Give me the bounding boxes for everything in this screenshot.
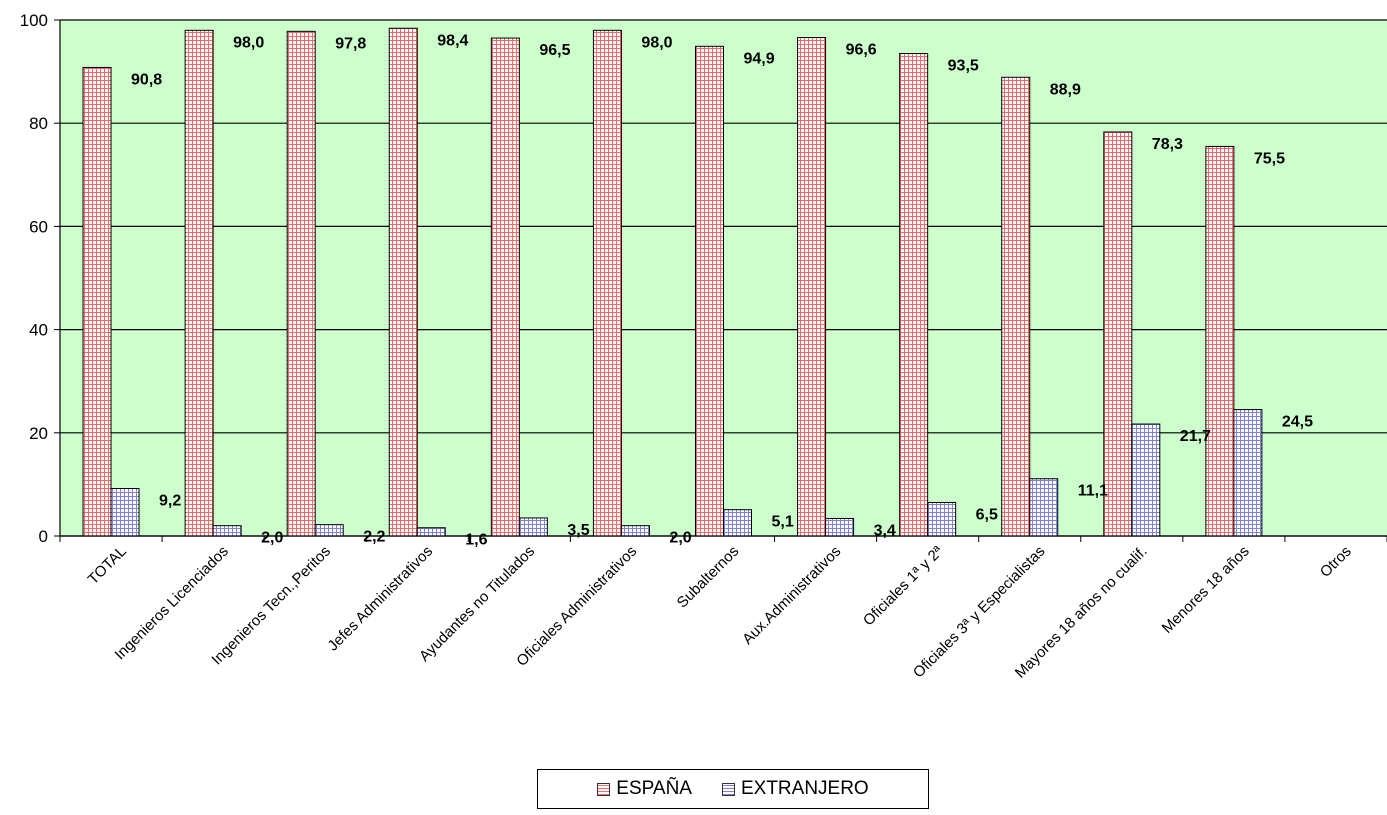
data-label-extranjero: 2,0 bbox=[261, 530, 283, 547]
data-label-espana: 94,9 bbox=[744, 50, 775, 67]
bar-extranjero bbox=[1233, 409, 1263, 537]
bar-espana bbox=[797, 37, 827, 537]
data-label-extranjero: 2,0 bbox=[669, 530, 691, 547]
data-label-extranjero: 24,5 bbox=[1282, 414, 1313, 431]
data-label-extranjero: 5,1 bbox=[772, 514, 794, 531]
legend-label-espana: ESPAÑA bbox=[616, 778, 692, 799]
legend-item-extranjero: EXTRANJERO bbox=[721, 778, 869, 800]
data-label-espana: 90,8 bbox=[131, 71, 162, 88]
data-label-espana: 97,8 bbox=[335, 35, 366, 52]
x-tick-label: TOTAL bbox=[85, 543, 130, 588]
x-tick-label: Subalternos bbox=[674, 543, 743, 612]
x-tick-label: Jefes Administrativos bbox=[324, 543, 436, 655]
data-label-extranjero: 3,4 bbox=[874, 522, 896, 539]
legend-swatch-espana bbox=[597, 782, 611, 796]
bar-extranjero bbox=[212, 525, 242, 537]
bar-extranjero bbox=[825, 517, 855, 537]
data-label-espana: 98,4 bbox=[437, 32, 468, 49]
x-tick-label: Menores 18 años bbox=[1159, 543, 1253, 637]
y-tick-label: 100 bbox=[20, 11, 48, 30]
data-label-espana: 88,9 bbox=[1050, 81, 1081, 98]
y-tick-label: 0 bbox=[39, 527, 48, 546]
bar-espana bbox=[1205, 145, 1235, 537]
y-tick-label: 40 bbox=[29, 321, 48, 340]
bar-espana bbox=[1001, 76, 1031, 537]
y-axis: 0 20 40 60 80 100 bbox=[20, 11, 61, 546]
bar-espana bbox=[388, 27, 418, 537]
data-label-espana: 93,5 bbox=[948, 58, 979, 75]
data-label-espana: 98,0 bbox=[233, 34, 264, 51]
bar-espana bbox=[695, 45, 724, 537]
data-label-espana: 96,6 bbox=[846, 42, 877, 59]
legend: ESPAÑA EXTRANJERO bbox=[537, 769, 929, 809]
x-tick-label: Oficiales 1ª y 2ª bbox=[860, 542, 947, 629]
data-label-extranjero: 6,5 bbox=[976, 506, 998, 523]
bar-espana bbox=[899, 53, 929, 537]
data-labels: 90,8 98,0 97,8 98,4 96,5 98,0 94,9 96,6 93,5 88,9… bbox=[131, 32, 1313, 548]
legend-item-espana: ESPAÑA bbox=[597, 778, 692, 800]
x-tick-label: Ayudantes no Titulados bbox=[416, 543, 538, 665]
data-label-extranjero: 11,1 bbox=[1078, 483, 1108, 500]
legend-label-extranjero: EXTRANJERO bbox=[740, 778, 869, 799]
bar-extranjero bbox=[620, 525, 650, 537]
bar-espana bbox=[184, 29, 214, 537]
bar-extranjero bbox=[723, 509, 752, 537]
data-label-espana: 75,5 bbox=[1254, 150, 1285, 167]
data-label-extranjero: 2,2 bbox=[363, 529, 385, 546]
legend-swatch-extranjero bbox=[721, 782, 735, 796]
x-tick-label: Otros bbox=[1317, 543, 1355, 581]
data-label-espana: 96,5 bbox=[539, 42, 570, 59]
x-tick-label: Aux.Administrativos bbox=[739, 543, 844, 648]
bar-extranjero bbox=[1131, 423, 1161, 537]
bar-espana bbox=[1103, 131, 1133, 537]
data-label-extranjero: 3,5 bbox=[567, 522, 589, 539]
x-tick-label: Oficiales Administrativos bbox=[513, 543, 640, 670]
y-tick-label: 60 bbox=[29, 217, 48, 236]
bar-espana bbox=[592, 29, 622, 537]
data-label-espana: 78,3 bbox=[1152, 136, 1183, 153]
bar-extranjero bbox=[518, 517, 548, 537]
bar-espana bbox=[82, 66, 112, 537]
bar-extranjero bbox=[927, 501, 957, 537]
x-tick-label: Ingenieros Tecn.,Peritos bbox=[208, 543, 334, 669]
data-label-espana: 98,0 bbox=[641, 34, 672, 51]
bar-extranjero bbox=[314, 524, 344, 537]
data-label-extranjero: 21,7 bbox=[1180, 428, 1211, 445]
bar-espana bbox=[286, 30, 316, 537]
data-label-extranjero: 9,2 bbox=[159, 493, 181, 510]
bar-espana bbox=[490, 37, 520, 537]
y-tick-label: 80 bbox=[29, 114, 48, 133]
bars bbox=[82, 27, 1263, 537]
bar-extranjero bbox=[1029, 478, 1059, 537]
bar-extranjero bbox=[416, 527, 446, 537]
bar-extranjero bbox=[110, 488, 140, 537]
y-tick-label: 20 bbox=[29, 424, 48, 443]
x-tick-label: Ingenieros Licenciados bbox=[111, 543, 232, 664]
